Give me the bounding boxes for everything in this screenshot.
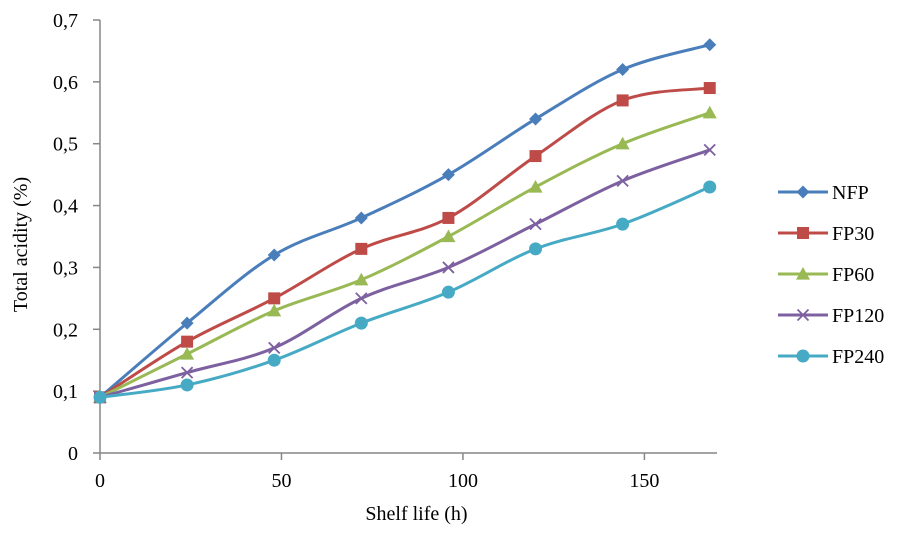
- data-point-nfp: [354, 211, 368, 225]
- data-point-nfp: [703, 38, 717, 52]
- data-point-fp240: [354, 316, 368, 330]
- data-point-fp60: [528, 180, 543, 193]
- legend-item-nfp: NFP: [778, 182, 869, 204]
- y-tick-label: 0: [68, 443, 78, 465]
- x-ticks: 0 50 100 150: [95, 453, 659, 492]
- legend-marker: [797, 227, 809, 239]
- y-tick-label: 0,7: [53, 10, 78, 32]
- data-point-nfp: [180, 316, 194, 330]
- y-tick-label: 0,5: [53, 134, 78, 156]
- data-point-fp60: [354, 272, 369, 286]
- x-tick-label: 0: [95, 470, 105, 492]
- data-point-fp120: [529, 217, 542, 231]
- legend-label: FP240: [832, 346, 884, 368]
- data-point-fp120: [268, 341, 281, 354]
- y-tick-label: 0,3: [53, 257, 78, 279]
- legend-label: FP60: [832, 264, 874, 286]
- data-point-fp30: [181, 335, 194, 348]
- data-point-fp30: [616, 94, 629, 107]
- x-tick-label: 50: [271, 470, 291, 492]
- data-point-fp240: [180, 378, 194, 392]
- data-point-fp240: [703, 180, 717, 194]
- x-tick-label: 100: [448, 470, 478, 492]
- series-fp240: [93, 180, 717, 404]
- series-line-fp60: [99, 111, 711, 399]
- legend-marker: [796, 267, 810, 280]
- data-point-fp60: [702, 105, 717, 119]
- series-fp120: [93, 143, 716, 404]
- legend-item-fp60: FP60: [778, 264, 874, 286]
- data-point-nfp: [616, 62, 630, 76]
- x-tick-label: 150: [629, 470, 659, 492]
- legend-label: FP30: [832, 223, 874, 245]
- data-point-fp240: [441, 285, 455, 299]
- data-point-fp240: [616, 217, 630, 231]
- y-tick-label: 0,2: [53, 319, 78, 341]
- data-point-fp30: [268, 292, 281, 305]
- y-tick-label: 0,1: [53, 381, 78, 403]
- data-point-fp60: [441, 229, 456, 243]
- data-point-fp30: [703, 82, 716, 95]
- legend-item-fp30: FP30: [778, 223, 874, 245]
- data-point-fp240: [267, 353, 281, 367]
- data-point-nfp: [441, 168, 455, 182]
- data-point-nfp: [267, 248, 281, 262]
- data-point-fp30: [355, 242, 368, 255]
- series-fp60: [93, 105, 717, 403]
- data-point-fp60: [180, 347, 195, 360]
- series-layer: [93, 38, 717, 404]
- legend-item-fp240: FP240: [778, 346, 884, 368]
- data-point-nfp: [529, 112, 543, 126]
- legend-label: FP120: [832, 305, 884, 327]
- legend-marker: [796, 308, 810, 322]
- legend-marker: [796, 185, 810, 199]
- series-line-fp240: [99, 185, 711, 399]
- data-point-fp120: [703, 143, 716, 157]
- axes: 0 0,1 0,2 0,3 0,4 0,5 0,6 0,7 0 50 100 150: [53, 10, 717, 492]
- legend: NFP FP30 FP60 FP120 FP240: [778, 182, 884, 368]
- legend-marker: [796, 349, 810, 363]
- legend-item-fp120: FP120: [778, 305, 884, 327]
- data-point-fp120: [180, 366, 194, 379]
- y-tick-label: 0,4: [53, 196, 78, 218]
- data-point-fp120: [355, 292, 368, 305]
- data-point-fp120: [442, 261, 455, 274]
- data-point-fp240: [529, 242, 543, 256]
- data-point-fp120: [616, 174, 629, 187]
- data-point-fp30: [442, 211, 455, 224]
- series-line-nfp: [99, 43, 711, 399]
- data-point-fp30: [529, 150, 542, 163]
- data-point-fp60: [267, 303, 282, 317]
- data-point-fp240: [93, 390, 107, 404]
- y-axis-title: Total acidity (%): [10, 177, 32, 312]
- y-tick-label: 0,6: [53, 72, 78, 94]
- legend-label: NFP: [832, 182, 869, 204]
- series-line-fp120: [99, 148, 711, 399]
- data-point-fp60: [615, 136, 630, 150]
- x-axis-title: Shelf life (h): [365, 503, 467, 525]
- y-ticks: 0 0,1 0,2 0,3 0,4 0,5 0,6 0,7: [53, 10, 100, 465]
